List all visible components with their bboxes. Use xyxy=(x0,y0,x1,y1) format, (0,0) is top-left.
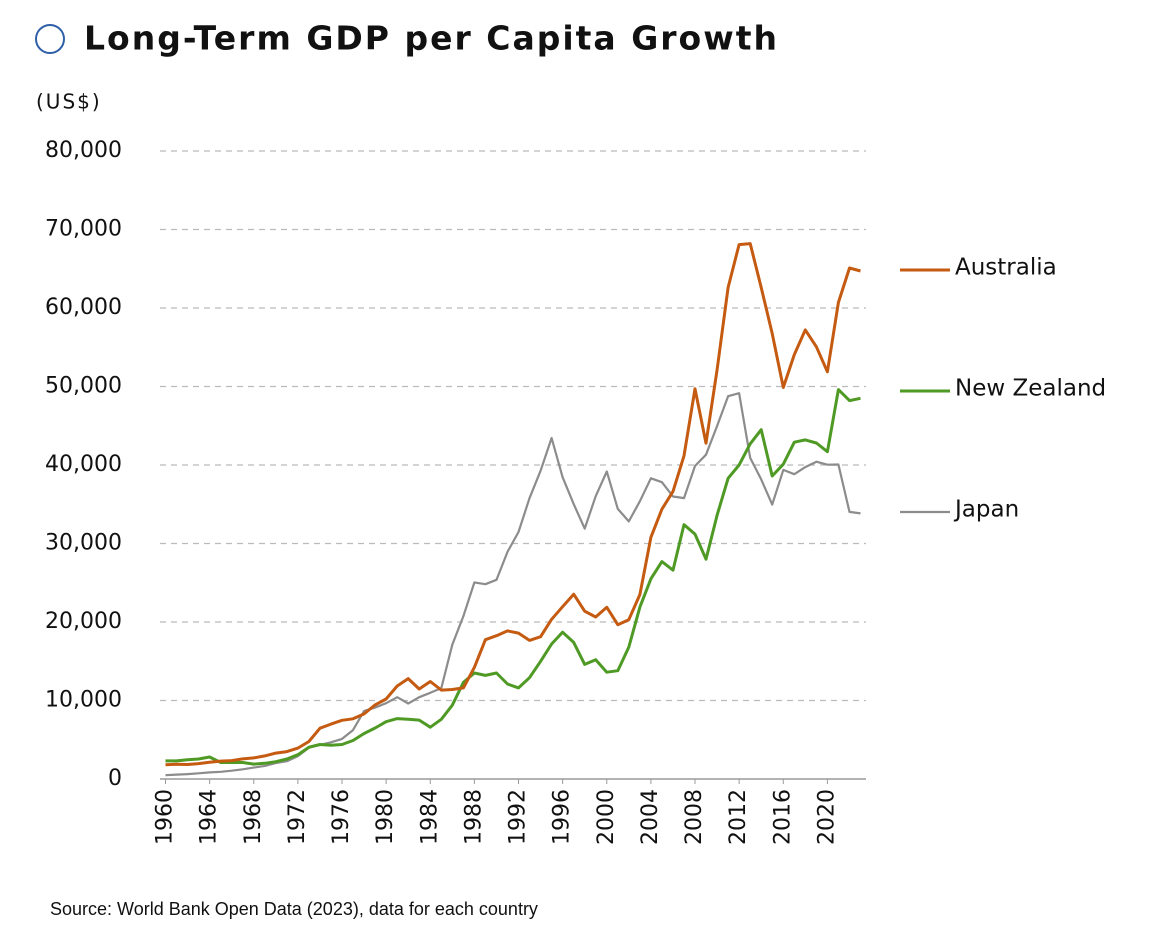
x-tick-label: 2000 xyxy=(594,789,619,845)
y-tick-label: 10,000 xyxy=(45,688,122,713)
x-tick-label: 1968 xyxy=(241,789,266,845)
x-tick-label: 1996 xyxy=(550,789,575,845)
x-tick-label: 2016 xyxy=(770,789,795,845)
x-tick-label: 2012 xyxy=(726,789,751,845)
x-tick-label: 2004 xyxy=(638,789,663,845)
y-tick-label: 70,000 xyxy=(45,217,122,242)
x-tick-label: 1988 xyxy=(461,789,486,845)
title-icon xyxy=(35,24,65,54)
x-tick-label: 1984 xyxy=(417,789,442,845)
x-tick-label: 1976 xyxy=(329,789,354,845)
chart-title: Long-Term GDP per Capita Growth xyxy=(84,19,779,58)
y-tick-label: 40,000 xyxy=(45,452,122,477)
x-tick-label: 2020 xyxy=(814,789,839,845)
legend-label: Japan xyxy=(953,497,1019,523)
series-line xyxy=(165,392,861,777)
series-line xyxy=(165,388,861,766)
x-tick-label: 1960 xyxy=(153,789,178,845)
x-tick-label: 1992 xyxy=(506,789,531,845)
source-note: Source: World Bank Open Data (2023), dat… xyxy=(50,899,538,919)
x-tick-label: 1964 xyxy=(197,789,222,845)
y-tick-label: 60,000 xyxy=(45,295,122,320)
y-tick-label: 50,000 xyxy=(45,374,122,399)
y-axis-unit: (US$) xyxy=(36,90,102,114)
x-tick-label: 1972 xyxy=(285,789,310,845)
y-tick-label: 30,000 xyxy=(45,531,122,556)
x-tick-label: 1980 xyxy=(373,789,398,845)
legend-label: Australia xyxy=(955,255,1057,281)
y-tick-label: 80,000 xyxy=(45,138,122,163)
x-tick-label: 2008 xyxy=(682,789,707,845)
series-line xyxy=(165,242,861,767)
legend-label: New Zealand xyxy=(955,376,1106,402)
y-tick-label: 0 xyxy=(108,766,122,791)
y-tick-label: 20,000 xyxy=(45,609,122,634)
